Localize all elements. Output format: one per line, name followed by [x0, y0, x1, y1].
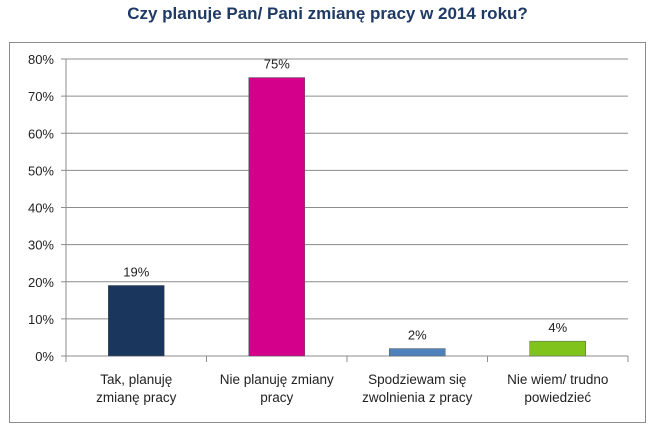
x-tick-label: Nie planuję zmiany pracy [219, 372, 334, 405]
data-label: 2% [408, 328, 427, 343]
y-tick-label: 40% [28, 201, 54, 216]
y-tick-label: 50% [28, 163, 54, 178]
data-label: 4% [548, 320, 567, 335]
y-tick-label: 70% [28, 89, 54, 104]
bar [529, 340, 586, 357]
bar [108, 285, 165, 357]
y-tick-label: 10% [28, 312, 54, 327]
y-tick-label: 20% [28, 275, 54, 290]
chart-title: Czy planuje Pan/ Pani zmianę pracy w 201… [127, 4, 528, 23]
bar [248, 77, 305, 357]
y-tick-label: 30% [28, 238, 54, 253]
x-tick-label: Tak, planuję zmianę pracy [96, 372, 177, 405]
x-tick-label: Spodziewam się zwolnienia z pracy [362, 372, 473, 405]
data-label: 19% [123, 264, 149, 279]
x-tick-label: Nie wiem/ trudno powiedzieć [507, 372, 609, 405]
y-tick-label: 60% [28, 126, 54, 141]
y-tick-label: 80% [28, 52, 54, 67]
data-label: 75% [264, 57, 290, 72]
y-tick-label: 0% [35, 349, 54, 364]
bar [389, 348, 446, 357]
chart-frame [9, 42, 646, 423]
